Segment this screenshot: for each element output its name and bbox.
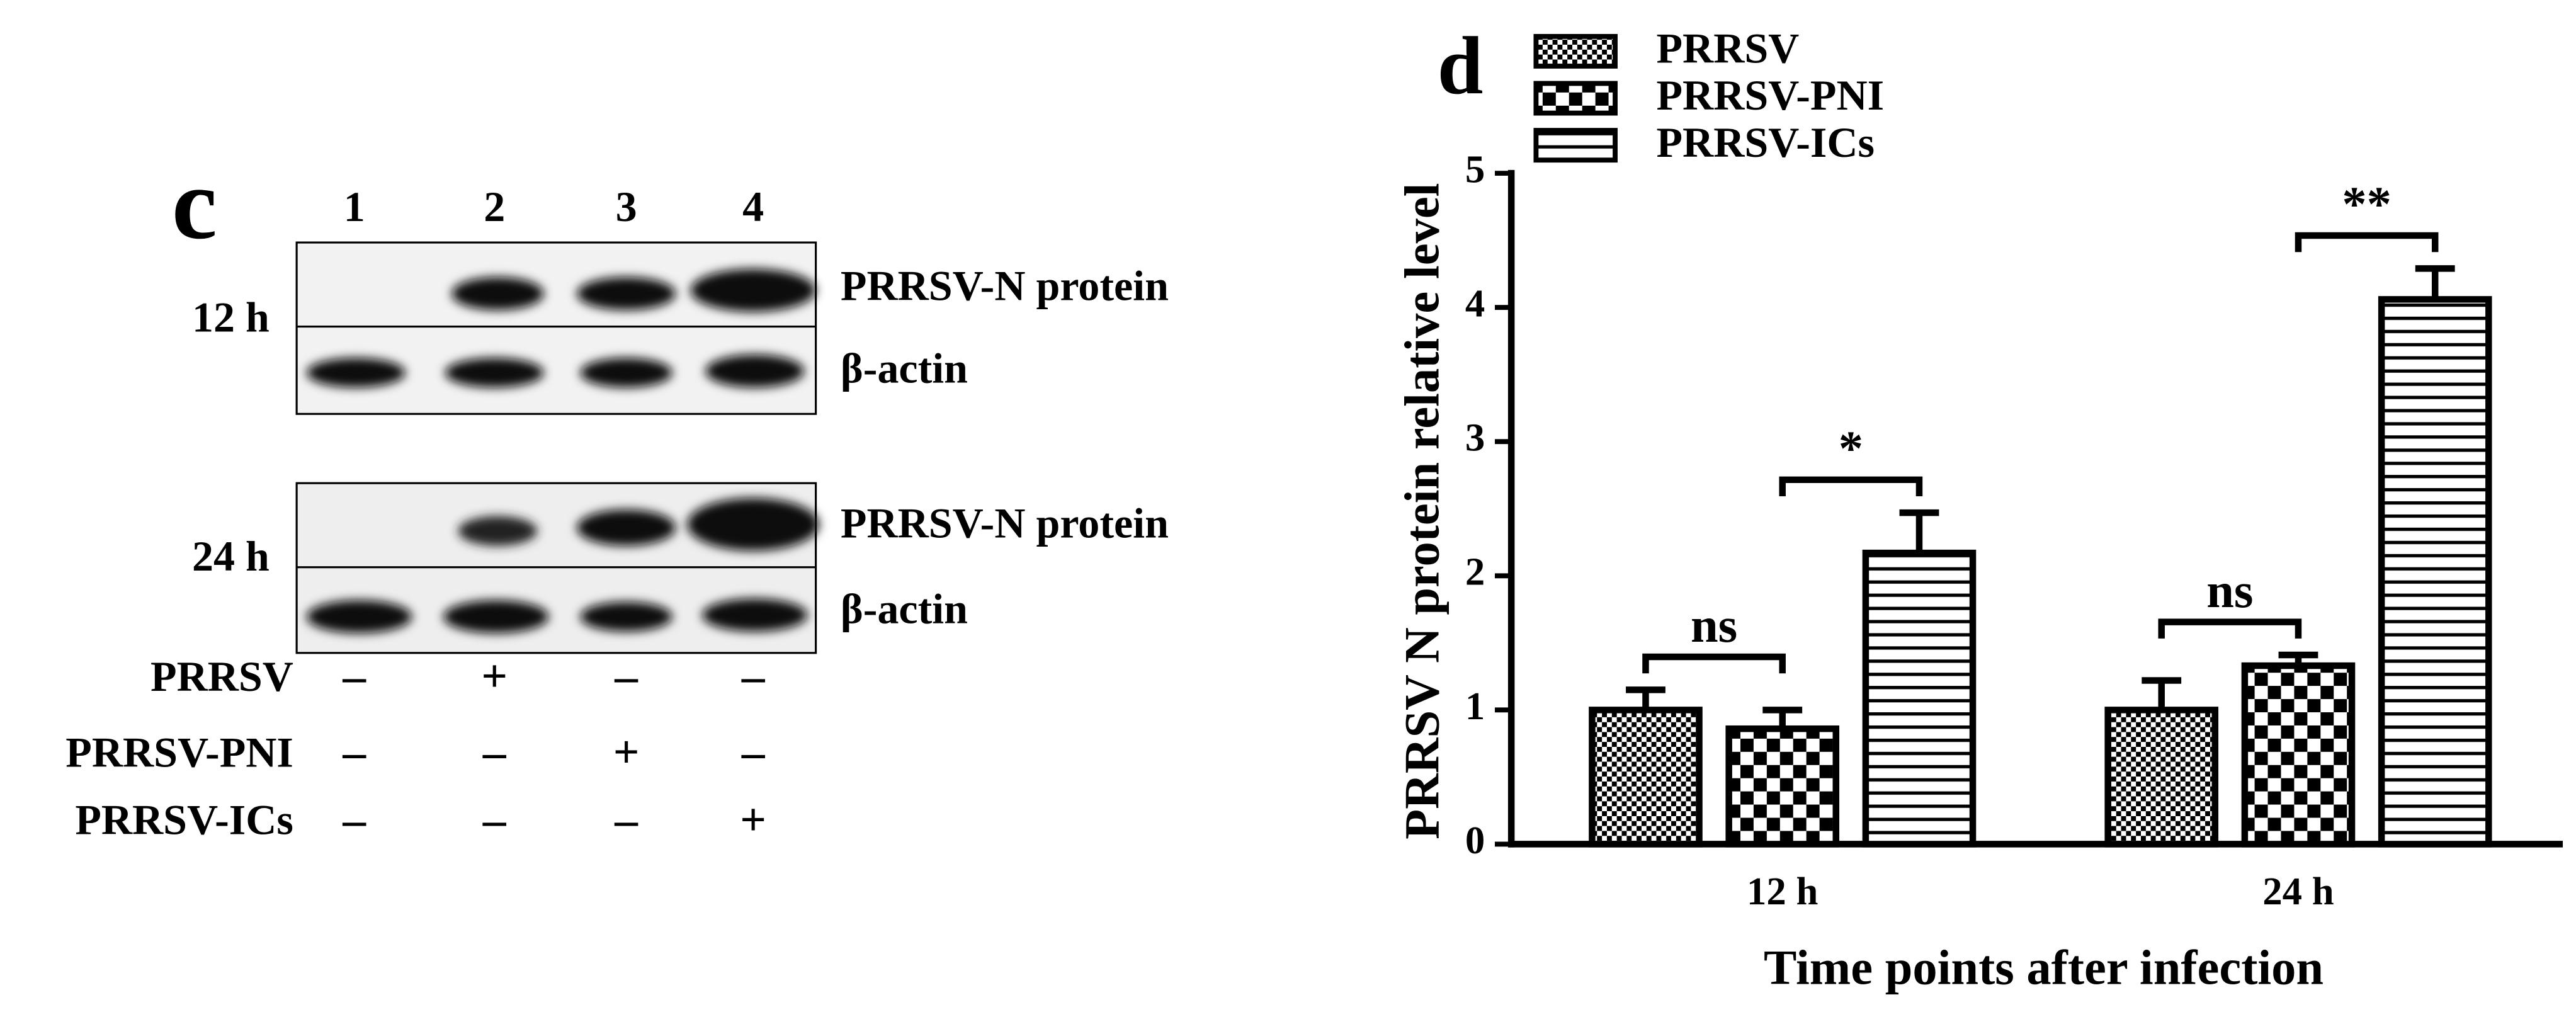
significance-label: ns [1691,598,1737,652]
condition-sign: – [741,651,766,702]
significance-bracket [2295,232,2439,253]
y-tick-label: 0 [1465,818,1485,862]
condition-sign: + [481,651,508,702]
time-label: 24 h [192,532,270,580]
error-bar [2142,677,2182,710]
time-label: 12 h [192,293,270,341]
bar [2241,662,2356,848]
y-tick-label: 4 [1465,282,1485,326]
condition-sign: + [613,726,640,777]
bar [1589,707,1703,848]
condition-sign: – [342,651,366,702]
bar [2104,707,2219,848]
condition-sign: – [614,651,638,702]
significance-bracket [1642,653,1786,674]
bar [1862,549,1977,848]
significance-label: * [1839,421,1863,475]
x-tick-label: 24 h [2262,869,2334,913]
lane-label: 4 [742,183,764,230]
legend-swatch [1533,81,1618,116]
condition-sign: – [482,726,507,777]
condition-label: PRRSV [150,652,293,700]
condition-sign: – [482,794,507,845]
significance-label: ns [2206,563,2253,618]
lane-label: 2 [484,183,505,230]
legend-swatch [1533,33,1618,69]
lane-label: 3 [616,183,637,230]
significance-bracket [1779,476,1923,496]
band-label: β-actin [841,344,968,392]
panel-label: c [172,147,217,261]
y-tick-label: 5 [1465,147,1485,191]
y-tick-label: 1 [1465,684,1485,728]
panel-label: d [1438,20,1484,111]
band-label: β-actin [841,585,968,633]
condition-label: PRRSV-PNI [65,728,293,776]
error-bar [2415,265,2455,300]
legend-label: PRRSV [1656,25,1799,72]
legend-swatch [1533,128,1618,163]
bar [2378,296,2492,848]
error-bar [1899,509,1939,554]
band-label: PRRSV-N protein [841,499,1169,547]
blot [295,241,819,654]
x-tick-label: 12 h [1747,869,1818,913]
y-axis-title: PRRSV N protein relative level [1395,183,1450,839]
significance-label: ** [2342,176,2392,231]
x-axis-title: Time points after infection [1764,940,2324,995]
bar [1725,725,1840,848]
lane-label: 1 [344,183,365,230]
error-bar [1626,686,1665,710]
legend-label: PRRSV-PNI [1656,71,1884,119]
condition-label: PRRSV-ICs [75,796,293,844]
legend-label: PRRSV-ICs [1656,118,1875,166]
condition-sign: – [342,726,366,777]
y-tick-label: 3 [1465,416,1485,460]
y-tick-label: 2 [1465,550,1485,594]
condition-sign: + [740,794,766,845]
condition-sign: – [614,794,638,845]
condition-sign: – [741,726,766,777]
significance-bracket [2158,618,2302,639]
band-label: PRRSV-N protein [841,262,1169,310]
condition-sign: – [342,794,366,845]
